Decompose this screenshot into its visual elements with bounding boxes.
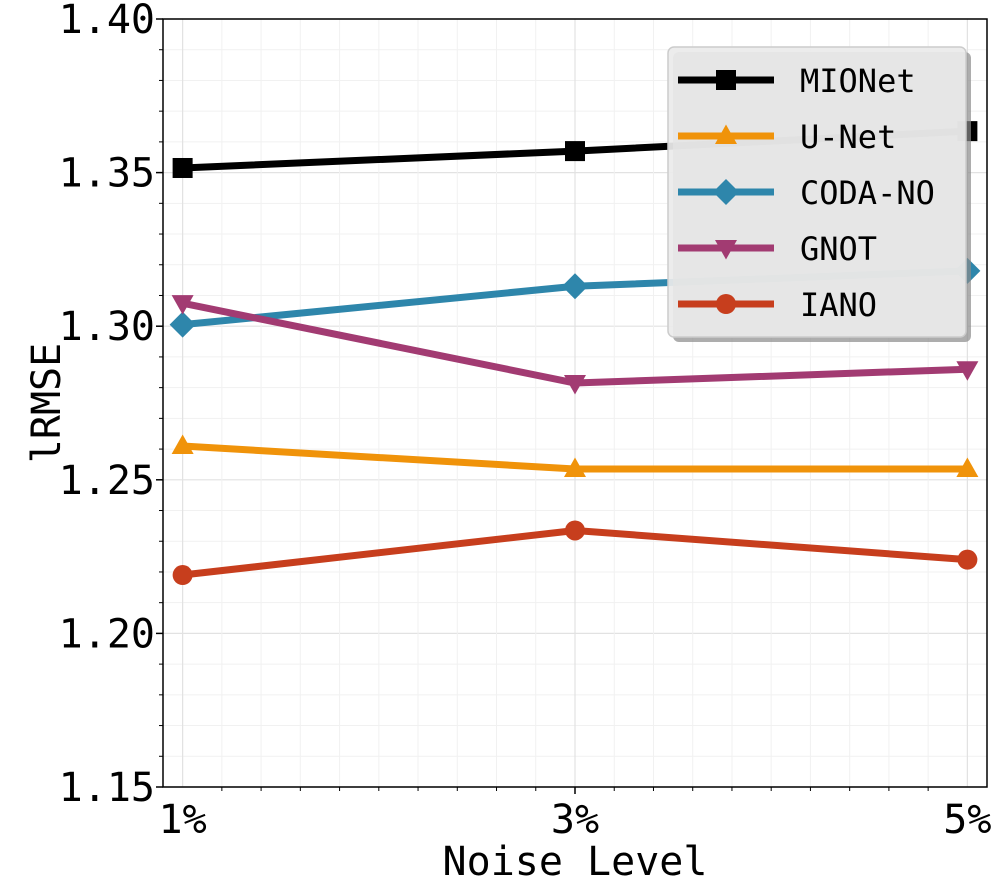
data-point-gnot (171, 295, 194, 315)
x-axis-title: Noise Level (443, 839, 708, 885)
legend-item: U-Net (678, 118, 896, 156)
y-tick-label: 1.20 (59, 611, 155, 657)
legend-marker (715, 124, 737, 144)
y-tick-label: 1.35 (59, 151, 155, 197)
legend-label: MIONet (800, 62, 916, 100)
data-point-gnot (564, 375, 586, 395)
legend-item: IANO (678, 286, 877, 324)
data-point-iano (565, 520, 585, 541)
y-tick-label: 1.15 (59, 765, 155, 811)
data-point-mionet (172, 157, 193, 178)
y-tick-label: 1.30 (59, 304, 155, 350)
y-axis-title: lRMSE (24, 343, 70, 463)
data-point-gnot (956, 361, 979, 381)
legend-item: MIONet (678, 62, 916, 100)
legend-marker (715, 240, 737, 260)
y-tick-label: 1.25 (59, 458, 155, 504)
legend-marker (716, 70, 736, 90)
data-point-u-net (564, 457, 586, 478)
series-iano (172, 520, 978, 586)
data-point-iano (957, 549, 978, 570)
legend-item: CODA-NO (678, 174, 935, 212)
y-tick-label: 1.40 (59, 0, 155, 43)
x-tick-label: 5% (943, 797, 991, 843)
legend-marker (716, 294, 736, 314)
axis-ticks: 1.15 1.20 1.25 1.30 1.35 1.40 1% 3% 5% (59, 0, 992, 843)
data-point-coda-no (169, 311, 196, 338)
data-point-mionet (565, 141, 585, 162)
legend-label: IANO (800, 286, 877, 324)
data-point-u-net (956, 457, 979, 478)
x-tick-label: 3% (551, 797, 599, 843)
series-gnot (171, 295, 979, 395)
data-point-coda-no (562, 273, 588, 300)
legend-item: GNOT (678, 230, 877, 268)
legend-label: U-Net (800, 118, 896, 156)
legend-box (667, 46, 967, 338)
legend-marker (713, 179, 739, 205)
x-tick-label: 1% (159, 797, 207, 843)
legend-label: CODA-NO (800, 174, 935, 212)
data-point-u-net (171, 434, 194, 455)
data-point-iano (172, 565, 193, 586)
legend: MIONet U-Net CODA-NO GNOT IANO (667, 46, 971, 342)
legend-label: GNOT (800, 230, 877, 268)
series-u-net (171, 434, 979, 478)
